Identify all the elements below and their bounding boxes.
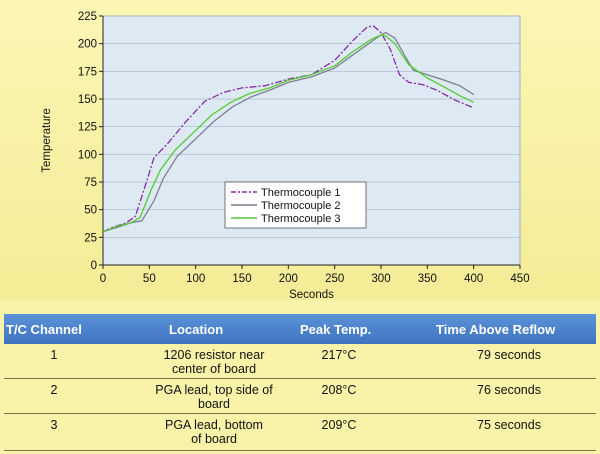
x-tick-label: 100 [186, 273, 205, 285]
x-tick-label: 0 [100, 273, 106, 285]
x-tick-label: 350 [418, 273, 437, 285]
cell-peak: 217°C [321, 348, 357, 362]
y-tick-label: 200 [78, 39, 97, 51]
table-row: 1 1206 resistor near center of board 217… [4, 344, 596, 379]
table-row: 3 PGA lead, bottom of board 209°C 75 sec… [4, 414, 596, 451]
header-tc-channel: T/C Channel [6, 322, 82, 337]
cell-time: 76 seconds [477, 383, 541, 397]
cell-location-line1: 1206 resistor near [163, 348, 265, 362]
x-tick-label: 400 [464, 273, 483, 285]
y-tick-label: 175 [78, 66, 97, 78]
axes [99, 15, 521, 269]
cell-location-line2: of board [191, 432, 237, 446]
cell-location-line2: center of board [171, 362, 257, 376]
series-line-1 [102, 25, 474, 233]
legend-label-3: Thermocouple 3 [261, 213, 341, 225]
tick-labels: 0 50 100 150 200 250 300 350 400 450 0 25 50 75 100 125… [78, 11, 530, 285]
y-axis-label: Temperature [41, 108, 53, 173]
results-table: T/C Channel Location Peak Temp. Time Abo… [0, 300, 600, 454]
y-tick-label: 25 [84, 232, 97, 244]
series [102, 25, 475, 233]
cell-time: 75 seconds [477, 418, 541, 432]
x-axis-label: Seconds [289, 289, 334, 300]
table-row: 2 PGA lead, top side of board 208°C 76 s… [4, 379, 596, 414]
temperature-chart: 0 50 100 150 200 250 300 350 400 450 0 25 50 75 100 125… [41, 11, 530, 300]
cell-peak: 208°C [321, 383, 357, 397]
cell-channel: 3 [50, 418, 58, 432]
cell-time: 79 seconds [477, 348, 541, 362]
y-tick-label: 0 [91, 260, 97, 272]
header-location: Location [169, 322, 224, 337]
chart-panel: 0 50 100 150 200 250 300 350 400 450 0 25 50 75 100 125… [0, 0, 600, 300]
x-tick-label: 450 [510, 273, 529, 285]
cell-channel: 1 [50, 348, 58, 362]
y-tick-label: 50 [84, 205, 97, 217]
y-tick-label: 75 [84, 177, 97, 189]
grid [103, 15, 520, 238]
x-tick-label: 300 [371, 273, 390, 285]
legend-label-1: Thermocouple 1 [261, 187, 341, 199]
series-line-3 [102, 34, 474, 233]
table-header: T/C Channel Location Peak Temp. Time Abo… [4, 314, 596, 344]
header-time-above-reflow: Time Above Reflow [436, 322, 556, 337]
y-tick-label: 125 [78, 122, 97, 134]
cell-location-line1: PGA lead, top side of [155, 383, 273, 397]
y-tick-label: 225 [78, 11, 97, 23]
y-tick-label: 100 [78, 149, 97, 161]
cell-peak: 209°C [321, 418, 357, 432]
cell-location-line2: board [198, 397, 230, 411]
x-tick-label: 200 [279, 273, 298, 285]
legend-label-2: Thermocouple 2 [261, 200, 341, 212]
x-tick-label: 50 [143, 273, 156, 285]
cell-location-line1: PGA lead, bottom [165, 418, 263, 432]
x-tick-label: 150 [232, 273, 251, 285]
cell-channel: 2 [50, 383, 58, 397]
x-tick-label: 250 [325, 273, 344, 285]
header-peak-temp: Peak Temp. [300, 322, 372, 337]
y-tick-label: 150 [78, 94, 97, 106]
